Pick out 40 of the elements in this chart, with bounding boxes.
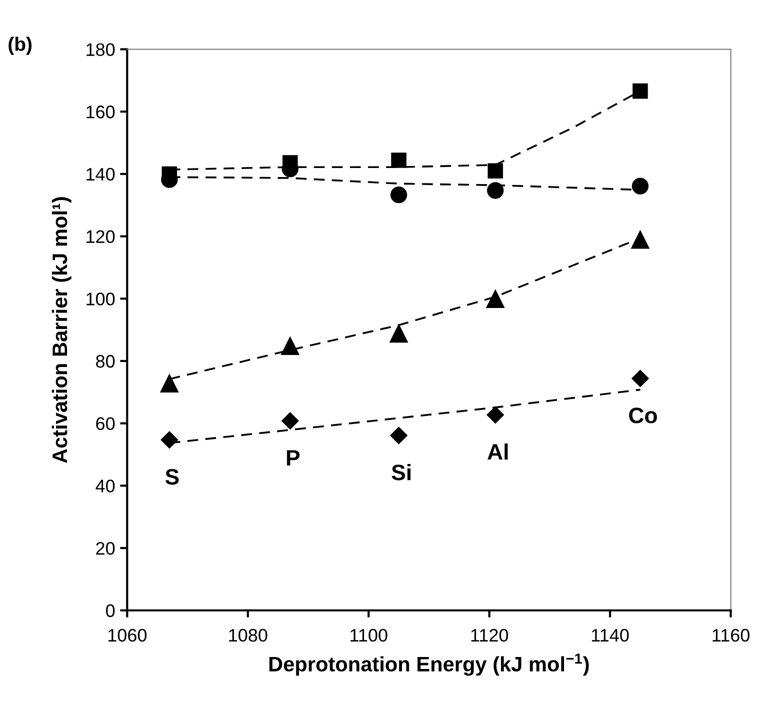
y-tick-label: 180 bbox=[86, 43, 115, 56]
point bbox=[486, 290, 504, 308]
point bbox=[632, 178, 649, 194]
point bbox=[488, 163, 503, 178]
text: (b) bbox=[8, 36, 32, 55]
x-tick-label: 1140 bbox=[592, 628, 629, 642]
y-tick-label: 160 bbox=[86, 106, 115, 118]
point bbox=[486, 406, 504, 424]
y-tick-label: 140 bbox=[86, 168, 115, 181]
point bbox=[487, 182, 504, 199]
y-tick-label: 20 bbox=[96, 542, 115, 555]
annotation: Co bbox=[629, 408, 657, 424]
x-tick-label: 1080 bbox=[229, 628, 268, 642]
point bbox=[390, 324, 408, 343]
y-tick-label: 0 bbox=[106, 604, 115, 618]
y-tick-label: 60 bbox=[96, 417, 115, 430]
y-tick-label: 80 bbox=[96, 354, 115, 368]
point bbox=[281, 337, 300, 356]
annotation: Al bbox=[488, 443, 508, 460]
point bbox=[390, 426, 408, 444]
y-tick-label: 100 bbox=[86, 292, 115, 306]
point bbox=[390, 186, 408, 204]
x-axis-title: Deprotonation Energy (kJ mol$^{−1}$) bbox=[269, 654, 589, 676]
y-axis-title: Activation Barrier (kJ mol¹) bbox=[52, 197, 72, 464]
annotation: S bbox=[165, 468, 179, 485]
y-tick-label: 120 bbox=[86, 230, 115, 244]
x-tick-label: 1120 bbox=[471, 628, 508, 642]
point bbox=[632, 370, 649, 388]
point bbox=[160, 431, 178, 448]
point bbox=[391, 152, 406, 168]
point bbox=[632, 83, 648, 99]
point bbox=[282, 412, 299, 430]
point bbox=[160, 374, 178, 392]
y-tick-label: 40 bbox=[96, 480, 115, 492]
x-tick-label: 1160 bbox=[712, 628, 750, 642]
x-tick-label: 1100 bbox=[350, 628, 388, 642]
x-tick-label: 1060 bbox=[108, 628, 147, 642]
annotation: Si bbox=[392, 464, 410, 480]
point bbox=[631, 230, 650, 249]
annotation: P bbox=[286, 450, 300, 466]
